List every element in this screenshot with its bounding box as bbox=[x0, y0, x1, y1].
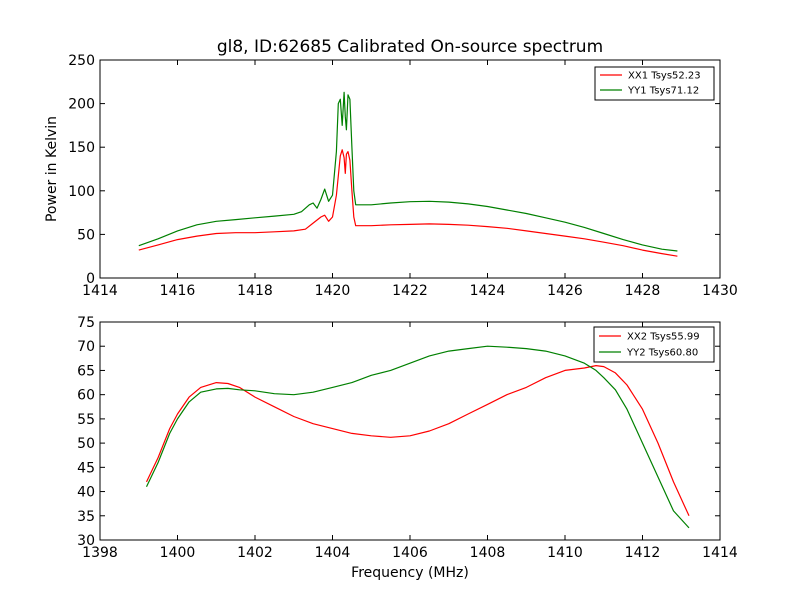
bottom-series-line-1 bbox=[145, 365, 690, 517]
bottom-x-tick-label: 1406 bbox=[392, 545, 428, 561]
bottom-series-group bbox=[145, 345, 690, 529]
top-x-tick-label: 1430 bbox=[702, 283, 738, 299]
top-x-tick-label: 1428 bbox=[625, 283, 661, 299]
bottom-axis-ticks: 1398 1400 1402 1404 1406 1408 1410 1412 1414 30 35… bbox=[77, 315, 738, 561]
bottom-y-tick-label: 65 bbox=[77, 363, 95, 379]
top-legend-label-xx1: XX1 Tsys52.23 bbox=[628, 71, 701, 82]
bottom-series-line-2 bbox=[145, 345, 690, 529]
top-legend-box bbox=[594, 66, 715, 101]
bottom-x-axis-label: Frequency (MHz) bbox=[351, 565, 469, 581]
bottom-panel: Frequency (MHz) 1398 1400 1402 1404 1406 1408… bbox=[77, 315, 738, 581]
top-x-tick-label: 1416 bbox=[160, 283, 196, 299]
top-y-axis-label: Power in Kelvin bbox=[44, 116, 60, 222]
bottom-plot-frame bbox=[99, 321, 721, 541]
bottom-legend-label-xx2: XX2 Tsys55.99 bbox=[627, 332, 700, 343]
bottom-y-tick-label: 55 bbox=[77, 412, 95, 428]
bottom-legend-box bbox=[593, 326, 715, 363]
bottom-y-tick-label: 50 bbox=[77, 436, 95, 452]
top-legend-label-yy1: YY1 Tsys71.12 bbox=[627, 86, 699, 97]
top-x-tick-label: 1424 bbox=[470, 283, 506, 299]
top-legend: XX1 Tsys52.23 YY1 Tsys71.12 bbox=[594, 66, 715, 101]
bottom-legend: XX2 Tsys55.99 YY2 Tsys60.80 bbox=[593, 326, 715, 363]
top-series-group bbox=[138, 91, 678, 257]
bottom-x-tick-label: 1408 bbox=[470, 545, 506, 561]
bottom-y-tick-label: 35 bbox=[77, 509, 95, 525]
bottom-y-tick-label: 70 bbox=[77, 339, 95, 355]
bottom-x-tick-label: 1398 bbox=[82, 545, 118, 561]
bottom-y-tick-label: 75 bbox=[77, 315, 95, 331]
top-y-tick-label: 50 bbox=[77, 227, 95, 243]
top-x-tick-label: 1414 bbox=[82, 283, 118, 299]
top-panel: gl8, ID:62685 Calibrated On-source spect… bbox=[44, 37, 738, 299]
bottom-y-tick-label: 30 bbox=[77, 533, 95, 549]
top-x-tick-label: 1422 bbox=[392, 283, 428, 299]
bottom-x-tick-label: 1402 bbox=[237, 545, 273, 561]
top-y-tick-label: 100 bbox=[68, 184, 95, 200]
bottom-y-tick-label: 40 bbox=[77, 485, 95, 501]
bottom-x-tick-label: 1404 bbox=[315, 545, 351, 561]
top-axis-ticks: 1414 1416 1418 1420 1422 1424 1426 1428 1430 0 50 1… bbox=[68, 53, 738, 299]
top-x-tick-label: 1426 bbox=[547, 283, 583, 299]
top-y-tick-label: 250 bbox=[68, 53, 95, 69]
top-y-tick-label: 150 bbox=[68, 140, 95, 156]
bottom-x-tick-label: 1400 bbox=[160, 545, 196, 561]
top-x-tick-label: 1420 bbox=[315, 283, 351, 299]
top-plot-frame bbox=[99, 59, 721, 279]
bottom-y-tick-label: 45 bbox=[77, 460, 95, 476]
bottom-legend-label-yy2: YY2 Tsys60.80 bbox=[626, 348, 698, 359]
bottom-x-tick-label: 1414 bbox=[702, 545, 738, 561]
bottom-y-tick-label: 60 bbox=[77, 388, 95, 404]
chart-title: gl8, ID:62685 Calibrated On-source spect… bbox=[217, 37, 603, 57]
top-x-tick-label: 1418 bbox=[237, 283, 273, 299]
top-y-tick-label: 200 bbox=[68, 97, 95, 113]
top-y-tick-label: 0 bbox=[86, 271, 95, 287]
bottom-x-tick-label: 1412 bbox=[625, 545, 661, 561]
bottom-x-tick-label: 1410 bbox=[547, 545, 583, 561]
top-series-line-2 bbox=[138, 91, 678, 252]
top-series-line-1 bbox=[138, 149, 678, 257]
